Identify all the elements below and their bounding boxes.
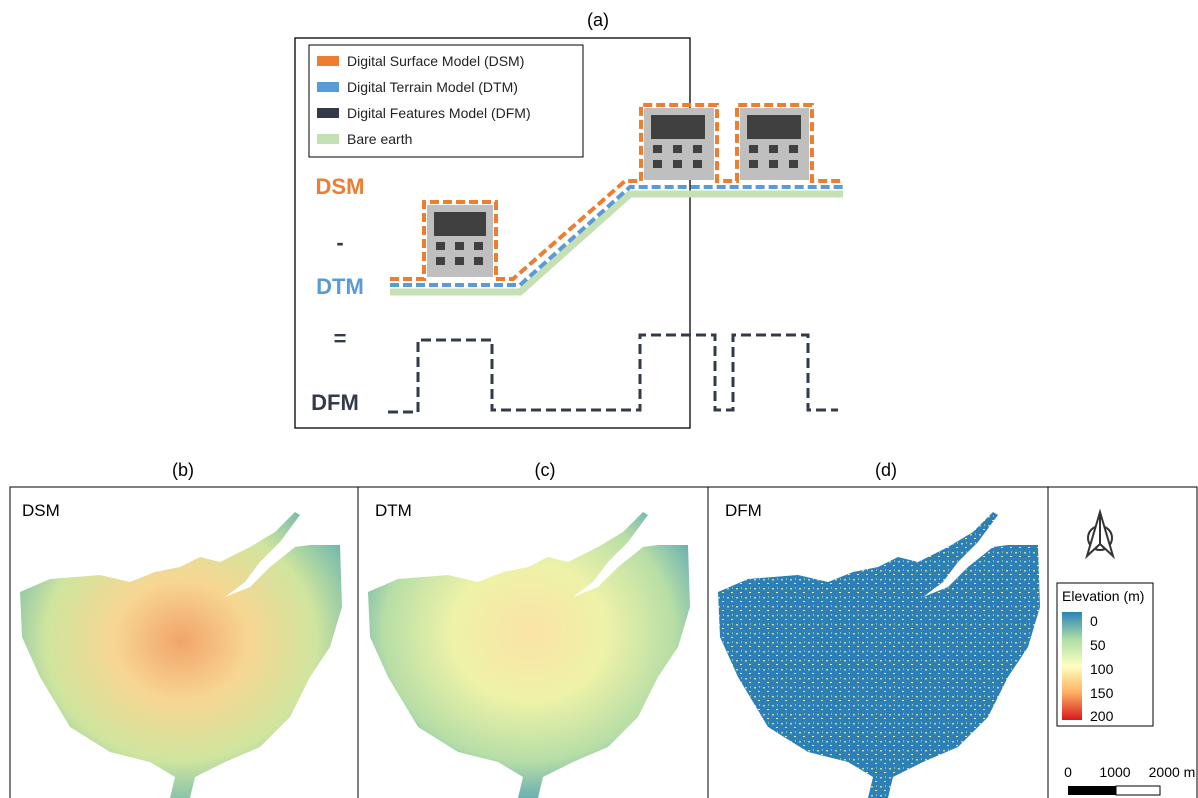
- map-title: DFM: [725, 501, 762, 520]
- legend-swatch: [317, 134, 339, 144]
- scale-label: 2000 m: [1149, 764, 1196, 780]
- map-title: DSM: [22, 501, 60, 520]
- legend-label: Digital Surface Model (DSM): [347, 53, 524, 69]
- building: [644, 108, 714, 180]
- colorbar-tick: 100: [1090, 661, 1114, 677]
- colorbar-tick: 200: [1090, 708, 1114, 724]
- north-arrow: [1085, 508, 1115, 560]
- legend-label: Digital Features Model (DFM): [347, 105, 531, 121]
- bare-earth: [390, 190, 843, 296]
- panel-label: (a): [587, 10, 609, 30]
- panel-frame: [294, 37, 691, 429]
- legend-box: [308, 44, 584, 158]
- legend-label: Digital Terrain Model (DTM): [347, 79, 518, 95]
- dsm-map: [20, 512, 342, 798]
- building: [427, 205, 493, 277]
- colorbar-tick: 0: [1090, 613, 1098, 629]
- colorbar: [1062, 612, 1082, 720]
- scale-bar: [1068, 786, 1116, 795]
- colorbar-title: Elevation (m): [1062, 588, 1144, 604]
- dsm-line: [390, 103, 843, 281]
- equation-operator: -: [336, 230, 343, 255]
- dtm-map: [368, 512, 690, 798]
- map-frame: [9, 486, 1198, 798]
- equation-operator: =: [334, 326, 347, 351]
- colorbar-tick: 50: [1090, 637, 1106, 653]
- scale-bar: [1115, 785, 1161, 796]
- panel-label: (d): [875, 460, 897, 480]
- building: [740, 108, 809, 180]
- dfm-map: [718, 512, 1040, 798]
- map-title: DTM: [375, 501, 412, 520]
- dtm-line: [390, 185, 843, 287]
- scale-label: 1000: [1099, 764, 1130, 780]
- legend-swatch: [317, 108, 339, 118]
- legend-swatch: [317, 56, 339, 66]
- equation-term: DFM: [311, 390, 359, 415]
- scale-label: 0: [1064, 764, 1072, 780]
- equation-term: DTM: [316, 274, 364, 299]
- legend-swatch: [317, 82, 339, 92]
- colorbar-tick: 150: [1090, 685, 1114, 701]
- equation-term: DSM: [316, 174, 365, 199]
- dfm-line: [388, 333, 838, 414]
- panel-label: (b): [172, 460, 194, 480]
- panel-label: (c): [535, 460, 556, 480]
- legend-label: Bare earth: [347, 131, 412, 147]
